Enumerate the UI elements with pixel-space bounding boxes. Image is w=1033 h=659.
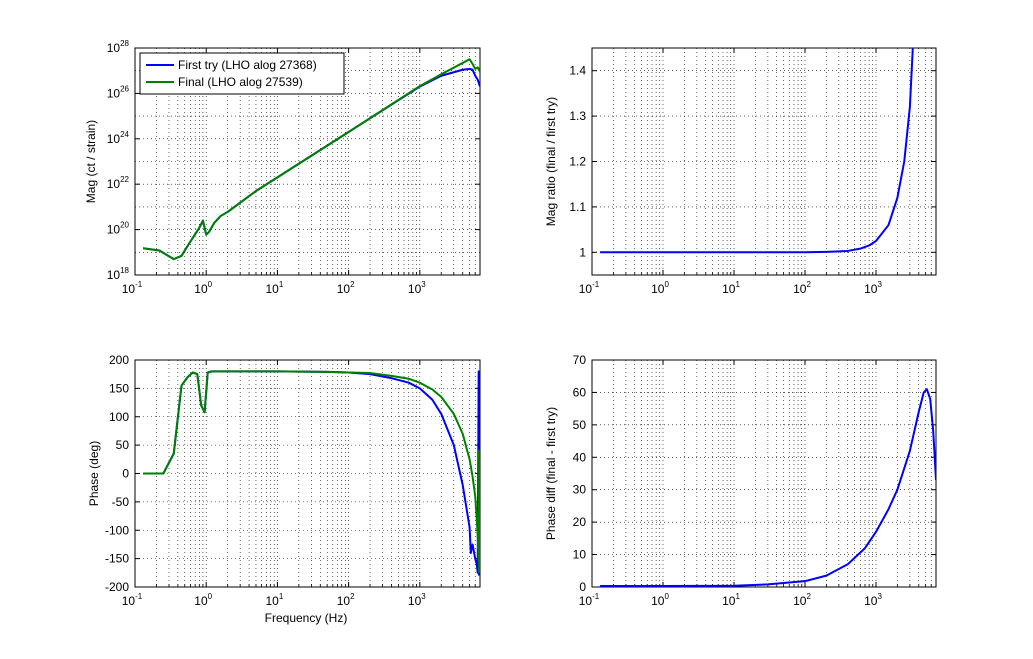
- y-tick-label: 200: [109, 353, 129, 367]
- y-tick-label: 1028: [107, 39, 130, 55]
- y-tick-label: 70: [573, 353, 587, 367]
- y-tick-label: 10: [573, 548, 587, 562]
- ratio-panel: 10-1 100 101 102 103 1 1.1 1.2 1.3 1.4 Mag ratio (…: [544, 47, 937, 296]
- legend-box: [139, 52, 345, 95]
- series-line-2: [143, 370, 480, 573]
- y-tick-label: 0: [579, 580, 586, 594]
- x-tick-label: 10-1: [122, 280, 143, 296]
- y-tick-label: 100: [109, 410, 129, 424]
- plot-area: [592, 360, 936, 587]
- y-axis-title: Mag ratio (final / first try): [544, 97, 558, 226]
- x-tick-label: 102: [793, 280, 811, 296]
- x-tick-label: 102: [337, 280, 355, 296]
- y-tick-label: 150: [109, 381, 129, 395]
- y-tick-label: 1024: [107, 130, 130, 146]
- y-tick-label: -100: [105, 523, 129, 537]
- phase-panel: 10-1 100 101 102 103 -200 -150 -100 -50 0 50 100 150…: [87, 353, 481, 608]
- x-tick-label: 10-1: [579, 280, 600, 296]
- x-tick-label: 102: [793, 592, 811, 608]
- x-tick-label: 10-1: [579, 592, 600, 608]
- legend: First try (LHO alog 27368) Final (LHO alo…: [139, 52, 345, 95]
- y-tick-label: 20: [573, 515, 587, 529]
- grid: [135, 360, 480, 587]
- legend-label: First try (LHO alog 27368): [178, 58, 317, 72]
- y-tick-label: 1.4: [569, 64, 586, 78]
- y-tick-label: -50: [112, 495, 130, 509]
- axes-frame: [134, 47, 481, 276]
- y-tick-label: 1020: [107, 221, 130, 237]
- x-tick-label: 100: [194, 592, 212, 608]
- y-tick-label: 1.2: [569, 155, 586, 169]
- y-tick-label: -200: [105, 580, 129, 594]
- x-tick-label: 100: [651, 280, 669, 296]
- y-tick-label: 1.3: [569, 109, 586, 123]
- y-tick-label: 40: [573, 450, 587, 464]
- x-tick-label: 102: [337, 592, 355, 608]
- grid: [592, 360, 936, 587]
- y-axis-title: Phase (deg): [87, 441, 101, 506]
- x-tick-label: 101: [722, 280, 740, 296]
- x-tick-label: 101: [722, 592, 740, 608]
- y-tick-label: 1: [579, 245, 586, 259]
- y-tick-label: 1022: [107, 175, 130, 191]
- x-tick-label: 103: [408, 280, 426, 296]
- phasediff-panel: 10-1 100 101 102 103 0 10 20 30 40 50 60 70 Phase dif…: [544, 353, 937, 608]
- x-tick-label: 100: [194, 280, 212, 296]
- y-tick-label: -150: [105, 552, 129, 566]
- y-tick-label: 50: [116, 438, 130, 452]
- x-tick-label: 103: [864, 280, 882, 296]
- x-tick-label: 100: [651, 592, 669, 608]
- series-line-2: [142, 58, 480, 261]
- x-tick-label: 10-1: [122, 592, 143, 608]
- mag-panel: 10-1 100 101 102 103 1018 1020 1022 1024 1026 1028…: [84, 39, 481, 296]
- series-line-1: [600, 48, 914, 254]
- series-line-1: [600, 388, 936, 587]
- x-axis-title: Frequency (Hz): [265, 611, 348, 625]
- y-tick-label: 50: [573, 418, 587, 432]
- y-axis-title: Phase diff (final - first try): [544, 407, 558, 540]
- y-tick-label: 30: [573, 483, 587, 497]
- x-tick-label: 103: [408, 592, 426, 608]
- y-axis-title: Mag (ct / strain): [84, 120, 98, 203]
- x-tick-label: 103: [864, 592, 882, 608]
- x-tick-label: 101: [266, 280, 284, 296]
- x-tick-label: 101: [266, 592, 284, 608]
- y-tick-label: 1.1: [569, 200, 586, 214]
- y-tick-label: 0: [122, 467, 129, 481]
- legend-label: Final (LHO alog 27539): [178, 75, 303, 89]
- y-tick-label: 60: [573, 385, 587, 399]
- y-tick-label: 1026: [107, 84, 130, 100]
- y-tick-label: 1018: [107, 266, 130, 282]
